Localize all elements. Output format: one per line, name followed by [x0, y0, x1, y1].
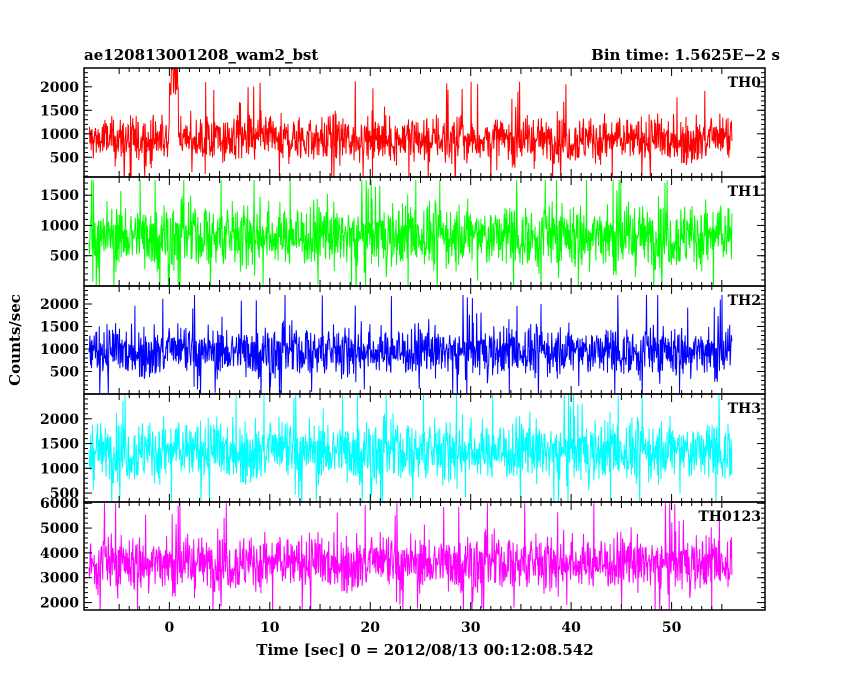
x-tick-label: 20 — [361, 620, 381, 636]
y-tick-label-th0: 2000 — [40, 80, 79, 96]
y-tick-label-th0: 1000 — [40, 127, 79, 143]
y-tick-label-th3: 2000 — [40, 412, 79, 428]
x-tick-label: 0 — [165, 620, 175, 636]
y-tick-label-th3: 1000 — [40, 461, 79, 477]
bin-time-label: Bin time: 1.5625E−2 s — [591, 46, 780, 64]
panel-label-th1: TH1 — [728, 184, 761, 200]
panel-frame-th0 — [83, 67, 766, 178]
y-tick-label-th0123: 5000 — [40, 521, 79, 537]
y-tick-label-th2: 1000 — [40, 342, 79, 358]
y-tick-label-th3: 1500 — [40, 437, 79, 453]
y-tick-label-th0: 1500 — [40, 103, 79, 119]
series-line-th0123 — [88, 503, 733, 610]
y-tick-label-th2: 2000 — [40, 297, 79, 313]
x-tick-label: 40 — [561, 620, 581, 636]
x-tick-label: 10 — [260, 620, 280, 636]
x-tick-label: 30 — [461, 620, 481, 636]
y-tick-label-th2: 1500 — [40, 320, 79, 336]
panel-label-th2: TH2 — [728, 293, 761, 309]
series-line-th1 — [88, 179, 733, 286]
y-tick-label-th0123: 6000 — [40, 496, 79, 512]
y-tick-label-th1: 500 — [50, 249, 79, 265]
x-tick-label: 50 — [662, 620, 682, 636]
panel-frame-th0123 — [83, 501, 766, 611]
y-tick-label-th0123: 3000 — [40, 571, 79, 587]
x-axis-title: Time [sec] 0 = 2012/08/13 00:12:08.542 — [256, 641, 593, 659]
panel-label-th0123: TH0123 — [698, 509, 761, 525]
panel-label-th0: TH0 — [728, 75, 762, 91]
y-axis-title: Counts/sec — [6, 294, 24, 386]
series-line-th2 — [88, 294, 733, 394]
y-tick-label-th0: 500 — [50, 150, 79, 166]
y-tick-label-th0123: 2000 — [40, 596, 79, 612]
y-tick-label-th3: 500 — [50, 486, 79, 502]
y-tick-label-th1: 1000 — [40, 218, 79, 234]
y-tick-label-th2: 500 — [50, 365, 79, 381]
series-line-th3 — [88, 394, 733, 502]
y-tick-label-th1: 1500 — [40, 188, 79, 204]
series-line-th0 — [88, 68, 733, 177]
chart-title: ae120813001208_wam2_bst — [84, 46, 318, 64]
panel-label-th3: TH3 — [728, 401, 761, 417]
y-tick-label-th0123: 4000 — [40, 546, 79, 562]
